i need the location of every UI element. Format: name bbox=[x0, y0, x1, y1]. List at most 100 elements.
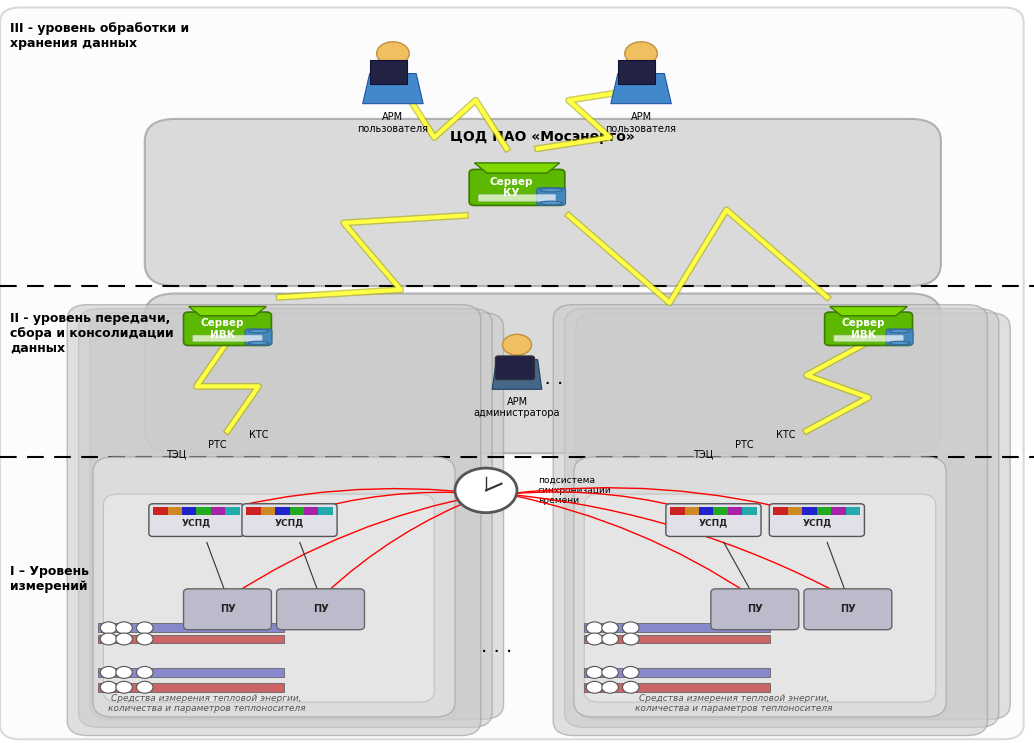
FancyBboxPatch shape bbox=[182, 507, 196, 515]
Circle shape bbox=[100, 681, 117, 693]
Circle shape bbox=[622, 681, 639, 693]
FancyBboxPatch shape bbox=[711, 588, 798, 630]
Circle shape bbox=[455, 468, 517, 513]
Text: Сервер
ИВК: Сервер ИВК bbox=[842, 318, 885, 340]
Text: АРМ
пользователя: АРМ пользователя bbox=[606, 112, 676, 134]
FancyBboxPatch shape bbox=[242, 504, 337, 536]
Ellipse shape bbox=[889, 341, 910, 345]
FancyBboxPatch shape bbox=[834, 335, 904, 341]
Text: ЦОД ПАО «Мосэнерго»: ЦОД ПАО «Мосэнерго» bbox=[451, 130, 635, 144]
FancyBboxPatch shape bbox=[225, 507, 240, 515]
FancyBboxPatch shape bbox=[90, 313, 504, 719]
Bar bbox=[98, 635, 284, 643]
Circle shape bbox=[116, 622, 132, 634]
Text: ТЭЦ: ТЭЦ bbox=[693, 450, 713, 459]
Text: Средства измерения тепловой энергии,
количества и параметров теплоносителя: Средства измерения тепловой энергии, кол… bbox=[635, 694, 833, 713]
Polygon shape bbox=[618, 60, 656, 83]
Circle shape bbox=[602, 681, 618, 693]
Circle shape bbox=[136, 622, 153, 634]
Polygon shape bbox=[475, 163, 559, 173]
Text: подсистема
синхронизации
времени: подсистема синхронизации времени bbox=[538, 476, 611, 505]
FancyBboxPatch shape bbox=[145, 119, 941, 286]
Text: ПУ: ПУ bbox=[747, 604, 763, 614]
Polygon shape bbox=[363, 74, 423, 103]
Bar bbox=[98, 683, 284, 692]
Circle shape bbox=[622, 622, 639, 634]
FancyBboxPatch shape bbox=[886, 329, 913, 345]
FancyBboxPatch shape bbox=[0, 7, 1024, 739]
Polygon shape bbox=[492, 360, 542, 389]
Text: УСПД: УСПД bbox=[182, 519, 211, 528]
Circle shape bbox=[100, 622, 117, 634]
FancyBboxPatch shape bbox=[584, 494, 936, 702]
Bar bbox=[584, 683, 770, 692]
Circle shape bbox=[136, 633, 153, 645]
Ellipse shape bbox=[540, 201, 562, 205]
Text: РТС: РТС bbox=[208, 440, 226, 450]
Text: АРМ
пользователя: АРМ пользователя bbox=[358, 112, 428, 134]
FancyBboxPatch shape bbox=[211, 507, 225, 515]
FancyBboxPatch shape bbox=[304, 507, 318, 515]
Polygon shape bbox=[370, 60, 407, 83]
Text: II - уровень передачи,
сбора и консолидации
данных: II - уровень передачи, сбора и консолида… bbox=[10, 312, 174, 355]
FancyBboxPatch shape bbox=[93, 457, 455, 717]
FancyBboxPatch shape bbox=[773, 507, 788, 515]
FancyBboxPatch shape bbox=[67, 305, 481, 736]
Circle shape bbox=[100, 633, 117, 645]
Circle shape bbox=[622, 666, 639, 678]
FancyBboxPatch shape bbox=[184, 312, 271, 345]
Circle shape bbox=[586, 633, 603, 645]
Text: РТС: РТС bbox=[735, 440, 754, 450]
FancyBboxPatch shape bbox=[666, 504, 761, 536]
FancyBboxPatch shape bbox=[469, 169, 565, 205]
FancyBboxPatch shape bbox=[153, 507, 168, 515]
Text: УСПД: УСПД bbox=[275, 519, 304, 528]
Ellipse shape bbox=[248, 341, 269, 345]
FancyBboxPatch shape bbox=[479, 195, 555, 201]
Text: . . .: . . . bbox=[533, 369, 564, 389]
Bar bbox=[584, 635, 770, 643]
Text: ПУ: ПУ bbox=[312, 604, 329, 614]
Text: КТС: КТС bbox=[777, 430, 795, 440]
Bar bbox=[98, 668, 284, 677]
Circle shape bbox=[625, 42, 658, 65]
FancyBboxPatch shape bbox=[825, 312, 912, 345]
Circle shape bbox=[602, 633, 618, 645]
Text: III - уровень обработки и
хранения данных: III - уровень обработки и хранения данны… bbox=[10, 22, 189, 51]
FancyBboxPatch shape bbox=[149, 504, 244, 536]
Text: I – Уровень
измерений: I – Уровень измерений bbox=[10, 565, 89, 593]
Text: УСПД: УСПД bbox=[699, 519, 728, 528]
Text: Сервер
ИВК: Сервер ИВК bbox=[201, 318, 244, 340]
Polygon shape bbox=[188, 307, 267, 316]
FancyBboxPatch shape bbox=[817, 507, 831, 515]
FancyBboxPatch shape bbox=[196, 507, 211, 515]
FancyBboxPatch shape bbox=[145, 293, 941, 453]
FancyBboxPatch shape bbox=[728, 507, 742, 515]
Circle shape bbox=[116, 633, 132, 645]
Circle shape bbox=[503, 334, 531, 355]
FancyBboxPatch shape bbox=[846, 507, 860, 515]
FancyBboxPatch shape bbox=[261, 507, 275, 515]
FancyBboxPatch shape bbox=[246, 507, 261, 515]
FancyBboxPatch shape bbox=[576, 313, 1010, 719]
Polygon shape bbox=[829, 307, 908, 316]
Circle shape bbox=[116, 681, 132, 693]
FancyBboxPatch shape bbox=[670, 507, 685, 515]
Ellipse shape bbox=[540, 188, 562, 192]
FancyBboxPatch shape bbox=[79, 309, 492, 727]
FancyBboxPatch shape bbox=[245, 329, 272, 345]
FancyBboxPatch shape bbox=[769, 504, 864, 536]
Circle shape bbox=[602, 666, 618, 678]
FancyBboxPatch shape bbox=[184, 588, 271, 630]
Text: ПУ: ПУ bbox=[840, 604, 856, 614]
Text: . . .: . . . bbox=[481, 637, 512, 656]
Text: КТС: КТС bbox=[249, 430, 268, 440]
FancyBboxPatch shape bbox=[103, 494, 434, 702]
Ellipse shape bbox=[248, 329, 269, 333]
FancyBboxPatch shape bbox=[275, 507, 290, 515]
Circle shape bbox=[116, 666, 132, 678]
Text: Сервер
КУ: Сервер КУ bbox=[489, 177, 534, 198]
Circle shape bbox=[136, 666, 153, 678]
Circle shape bbox=[586, 622, 603, 634]
Circle shape bbox=[100, 666, 117, 678]
